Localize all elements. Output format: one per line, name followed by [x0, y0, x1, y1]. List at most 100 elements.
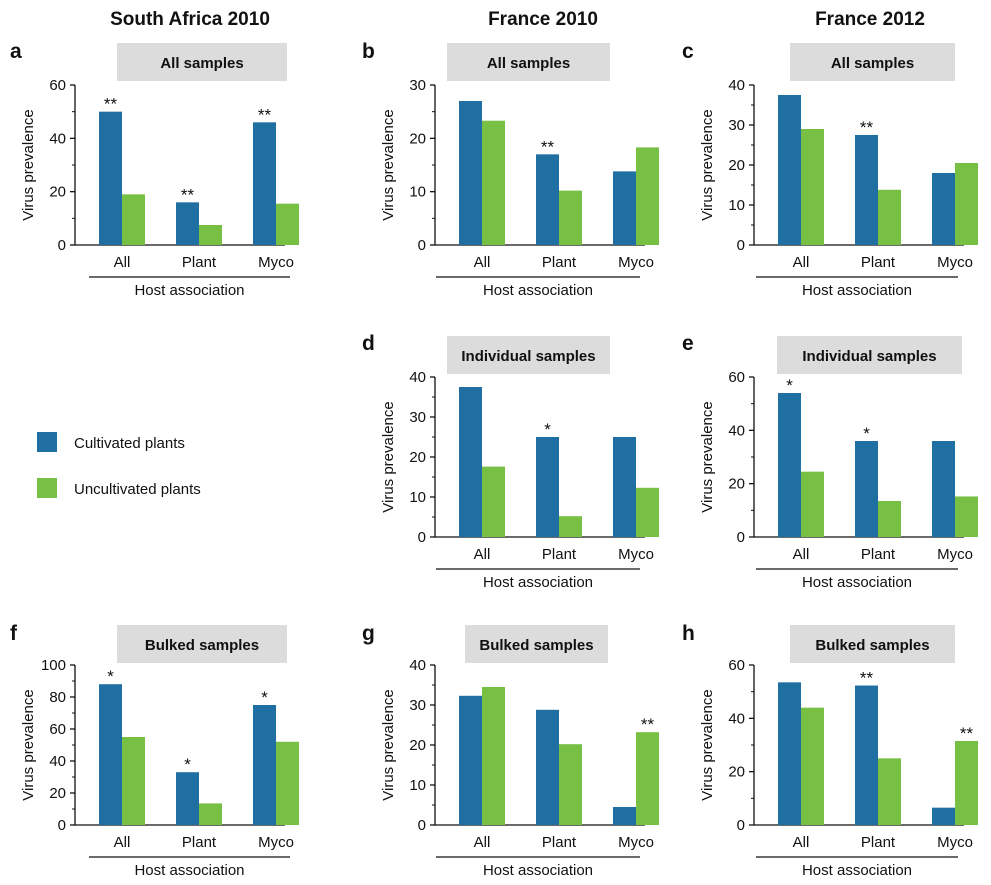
panel-title: Bulked samples — [479, 637, 593, 654]
bar-uncultivated-all — [801, 707, 824, 825]
bar-uncultivated-myco — [955, 496, 978, 537]
bar-cultivated-myco — [613, 437, 636, 537]
legend-label-uncultivated: Uncultivated plants — [74, 481, 201, 498]
panel-letter: f — [10, 622, 18, 645]
y-tick-label: 30 — [409, 409, 426, 426]
category-label: Plant — [542, 546, 577, 563]
y-tick-label: 40 — [728, 77, 745, 94]
x-axis-label: Host association — [802, 574, 912, 591]
y-tick-label: 10 — [409, 777, 426, 794]
bar-uncultivated-all — [482, 120, 505, 245]
panel-title-banner — [777, 336, 962, 374]
y-tick-label: 40 — [49, 130, 66, 147]
category-label: Plant — [861, 834, 896, 851]
bar-cultivated-plant — [536, 154, 559, 245]
bar-uncultivated-all — [801, 471, 824, 537]
y-axis-label: Virus prevalence — [20, 689, 37, 800]
category-label: Myco — [937, 834, 973, 851]
significance-marker: ** — [860, 669, 874, 688]
panel-title-banner — [465, 625, 608, 663]
significance-marker: * — [544, 420, 551, 439]
panel-letter: h — [682, 622, 695, 645]
category-label: Plant — [861, 546, 896, 563]
panel-title: Bulked samples — [815, 637, 929, 654]
y-tick-label: 20 — [409, 449, 426, 466]
y-tick-label: 0 — [737, 529, 745, 546]
y-axis-label: Virus prevalence — [699, 401, 716, 512]
bar-cultivated-plant — [855, 135, 878, 245]
significance-marker: ** — [541, 137, 555, 156]
bar-cultivated-plant — [855, 441, 878, 537]
category-label: Myco — [618, 254, 654, 271]
panel-title-banner — [790, 43, 955, 81]
bar-cultivated-all — [99, 684, 122, 825]
y-tick-label: 60 — [49, 77, 66, 94]
significance-marker: * — [107, 667, 114, 686]
y-tick-label: 20 — [728, 157, 745, 174]
category-label: Myco — [258, 834, 294, 851]
panel-c: c All samples 0 10 20 30 40 Virus prevalence All… — [682, 40, 978, 299]
significance-marker: * — [184, 755, 191, 774]
x-axis-label: Host association — [483, 574, 593, 591]
y-tick-label: 0 — [737, 237, 745, 254]
y-tick-label: 0 — [418, 817, 426, 834]
bar-cultivated-myco — [613, 807, 636, 825]
y-tick-label: 20 — [49, 785, 66, 802]
bar-uncultivated-plant — [559, 744, 582, 825]
legend-swatch-uncultivated — [37, 478, 57, 498]
significance-marker: * — [261, 688, 268, 707]
bar-cultivated-all — [99, 111, 122, 246]
panel-title: Individual samples — [461, 348, 595, 365]
bar-cultivated-myco — [932, 441, 955, 537]
category-label: Plant — [542, 834, 577, 851]
panel-title: All samples — [487, 55, 570, 72]
panel-d: d Individual samples 0 10 20 30 40 Virus preval… — [362, 332, 659, 591]
category-label: Myco — [618, 834, 654, 851]
y-tick-label: 30 — [409, 697, 426, 714]
y-tick-label: 40 — [409, 369, 426, 386]
category-label: All — [793, 546, 810, 563]
y-tick-label: 0 — [58, 817, 66, 834]
y-tick-label: 0 — [418, 237, 426, 254]
bar-cultivated-plant — [855, 685, 878, 825]
bar-uncultivated-all — [122, 737, 145, 825]
y-tick-label: 60 — [728, 369, 745, 386]
panel-h: h Bulked samples 0 20 40 60 Virus prevalence Al… — [682, 622, 978, 879]
significance-marker: ** — [641, 715, 655, 734]
category-label: Myco — [618, 546, 654, 563]
category-label: Myco — [937, 254, 973, 271]
x-axis-label: Host association — [802, 862, 912, 879]
x-axis-label: Host association — [483, 282, 593, 299]
column-title-france-2012: France 2012 — [815, 9, 925, 30]
panel-letter: g — [362, 622, 375, 645]
y-tick-label: 60 — [49, 721, 66, 738]
panel-letter: d — [362, 332, 375, 355]
y-tick-label: 0 — [58, 237, 66, 254]
bar-uncultivated-myco — [276, 203, 299, 245]
y-tick-label: 40 — [409, 657, 426, 674]
y-tick-label: 30 — [409, 77, 426, 94]
bar-uncultivated-all — [122, 194, 145, 245]
y-tick-label: 80 — [49, 689, 66, 706]
panel-title-banner — [117, 43, 287, 81]
y-tick-label: 20 — [728, 476, 745, 493]
significance-marker: ** — [960, 724, 974, 743]
bar-cultivated-all — [778, 393, 801, 537]
significance-marker: ** — [258, 105, 272, 124]
y-tick-label: 40 — [728, 422, 745, 439]
legend-label-cultivated: Cultivated plants — [74, 435, 185, 452]
category-label: Plant — [182, 254, 217, 271]
y-tick-label: 20 — [49, 184, 66, 201]
bar-uncultivated-plant — [559, 516, 582, 537]
significance-marker: ** — [860, 118, 874, 137]
bar-uncultivated-myco — [276, 741, 299, 825]
panel-letter: b — [362, 40, 375, 63]
significance-marker: ** — [104, 95, 118, 114]
bar-cultivated-all — [459, 101, 482, 245]
bar-cultivated-all — [778, 95, 801, 245]
category-label: Myco — [258, 254, 294, 271]
bar-cultivated-plant — [176, 202, 199, 245]
y-tick-label: 0 — [737, 817, 745, 834]
y-axis-label: Virus prevalence — [699, 109, 716, 220]
